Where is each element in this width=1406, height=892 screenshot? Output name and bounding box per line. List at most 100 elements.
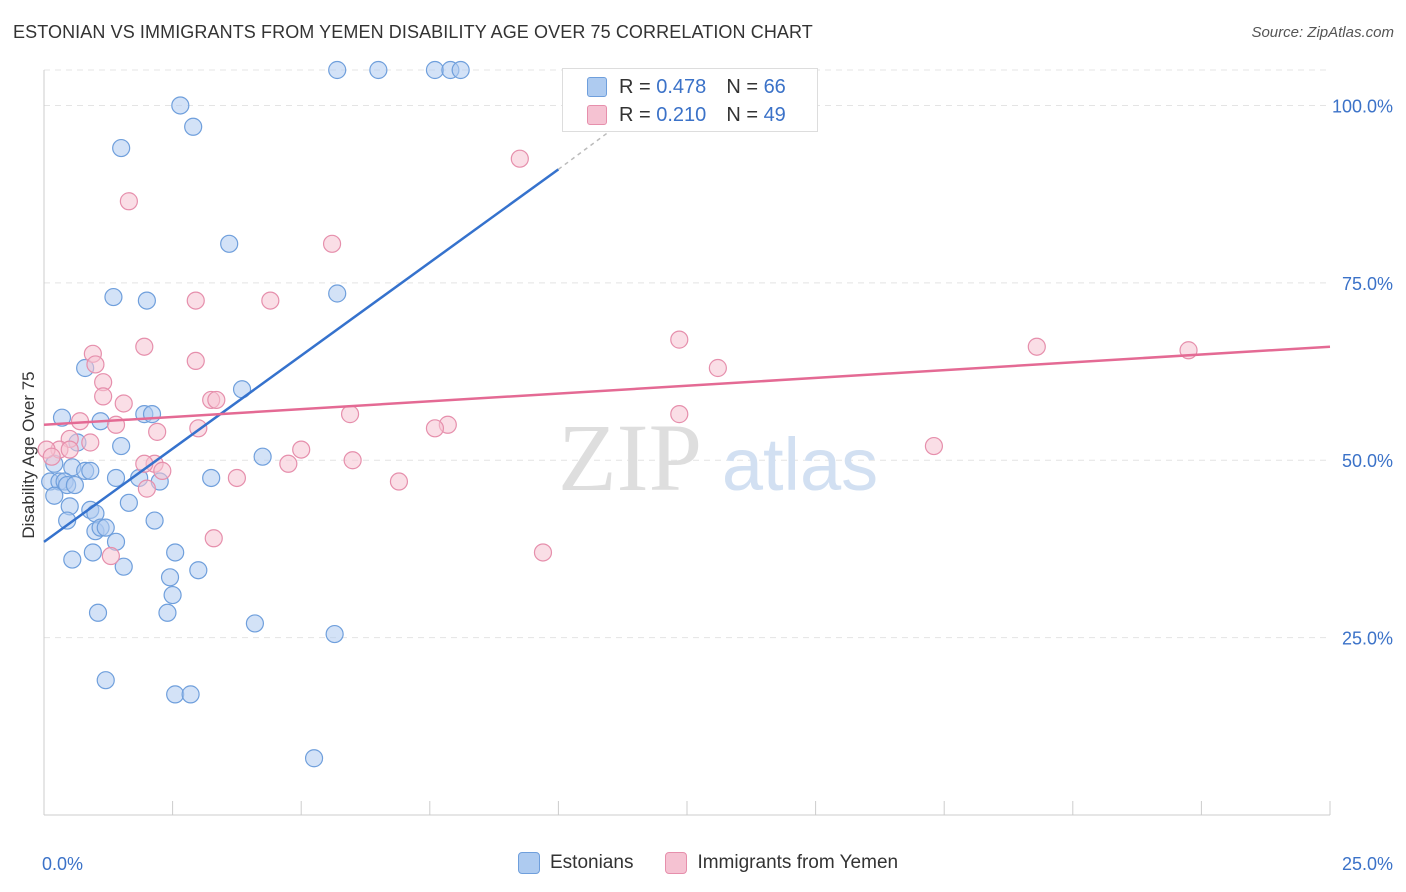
estonian-point [145, 511, 164, 530]
estonian-point [158, 603, 177, 622]
yemen-point [81, 433, 100, 452]
chart-title: ESTONIAN VS IMMIGRANTS FROM YEMEN DISABI… [13, 22, 813, 42]
estonian-point [142, 405, 162, 424]
legend-n-label: N = [726, 103, 758, 126]
legend-swatch-estonians [518, 852, 540, 874]
legend-row-estonians: R = 0.478 N = 66 [587, 73, 786, 101]
yemen-point [60, 440, 79, 459]
estonian-point [245, 614, 265, 633]
yemen-point [261, 291, 280, 310]
estonian-trend-line [43, 168, 560, 543]
estonian-point [58, 511, 77, 530]
legend-r-label: R = [619, 103, 651, 126]
yemen-point [227, 468, 246, 488]
yemen-point [153, 461, 172, 480]
watermark: ZIP atlas [558, 404, 878, 511]
estonian-point [181, 685, 200, 704]
legend-n-label: N = [726, 75, 758, 98]
y-tick-label: 75.0% [1342, 274, 1393, 294]
legend-r-label: R = [619, 75, 651, 98]
yemen-point [186, 351, 205, 371]
yemen-point [114, 394, 133, 413]
yemen-point [389, 472, 409, 491]
estonian-point [189, 561, 208, 580]
yemen-point [340, 405, 360, 424]
legend-item-estonians[interactable]: Estonians [518, 852, 633, 874]
legend-label-yemen: Immigrants from Yemen [697, 852, 899, 873]
yemen-point [135, 337, 154, 356]
estonian-point [119, 493, 138, 512]
estonian-point [184, 117, 203, 136]
estonian-point [96, 518, 115, 537]
estonian-point [304, 749, 324, 768]
estonian-point [171, 96, 190, 115]
trend-layer [43, 119, 1331, 543]
y-tick-label: 100.0% [1332, 96, 1393, 116]
yemen-point [137, 479, 156, 498]
estonian-point [88, 603, 108, 622]
estonian-point [45, 486, 64, 505]
estonian-point [112, 436, 131, 456]
yemen-point [186, 291, 205, 310]
estonian-point [52, 408, 72, 427]
estonian-point [163, 585, 182, 605]
source-label: Source: ZipAtlas.com [1251, 24, 1394, 41]
series-legend: Estonians Immigrants from Yemen [518, 852, 930, 874]
legend-swatch-estonians [587, 77, 607, 97]
estonian-point [166, 685, 185, 704]
yemen-point [42, 447, 61, 466]
legend-label-estonians: Estonians [550, 852, 634, 873]
correlation-legend: R = 0.478 N = 66 R = 0.210 N = 49 [562, 68, 818, 132]
y-axis-label: Disability Age Over 75 [19, 371, 38, 538]
x-tick-label: 25.0% [1342, 854, 1393, 874]
estonian-point [104, 287, 123, 307]
yemen-point [425, 419, 445, 438]
yemen-point [148, 422, 167, 441]
legend-swatch-yemen [587, 105, 607, 125]
estonian-point [106, 468, 126, 488]
yemen-point [670, 405, 689, 424]
estonian-point [63, 550, 82, 569]
points-layer [37, 60, 1198, 768]
yemen-point [204, 529, 223, 548]
legend-n-value-yemen: 49 [763, 103, 786, 126]
estonian-point [425, 60, 445, 80]
yemen-point [86, 355, 105, 374]
estonian-point [202, 468, 221, 488]
estonian-point [65, 475, 84, 495]
estonian-point [328, 284, 347, 303]
estonian-point [81, 461, 100, 480]
y-tick-label: 50.0% [1342, 451, 1393, 471]
yemen-point [207, 390, 226, 410]
yemen-point [322, 234, 342, 253]
yemen-point [708, 358, 727, 378]
estonian-point [83, 543, 102, 562]
yemen-point [533, 543, 553, 562]
estonian-trend-extension [557, 119, 626, 170]
estonian-point [220, 234, 239, 253]
legend-row-yemen: R = 0.210 N = 49 [587, 101, 786, 129]
legend-item-yemen[interactable]: Immigrants from Yemen [665, 852, 898, 874]
legend-swatch-yemen [665, 852, 688, 874]
legend-r-value-estonians: 0.478 [656, 75, 707, 98]
estonian-point [96, 671, 115, 690]
yemen-point [924, 436, 944, 456]
estonian-point [451, 60, 470, 80]
yemen-point [510, 149, 529, 168]
legend-n-value-estonians: 66 [763, 75, 786, 98]
yemen-trend-line [43, 345, 1331, 427]
estonian-point [253, 447, 272, 466]
estonian-point [369, 60, 388, 80]
watermark-atlas: atlas [722, 423, 878, 506]
yemen-point [1027, 337, 1046, 356]
yemen-point [94, 387, 113, 406]
y-tick-label: 25.0% [1342, 629, 1393, 649]
yemen-point [101, 546, 120, 566]
yemen-point [343, 451, 362, 470]
legend-r-value-yemen: 0.210 [656, 103, 707, 126]
estonian-point [112, 138, 131, 158]
x-tick-label: 0.0% [42, 854, 83, 874]
estonian-point [114, 557, 133, 576]
grid-layer [44, 69, 1330, 639]
